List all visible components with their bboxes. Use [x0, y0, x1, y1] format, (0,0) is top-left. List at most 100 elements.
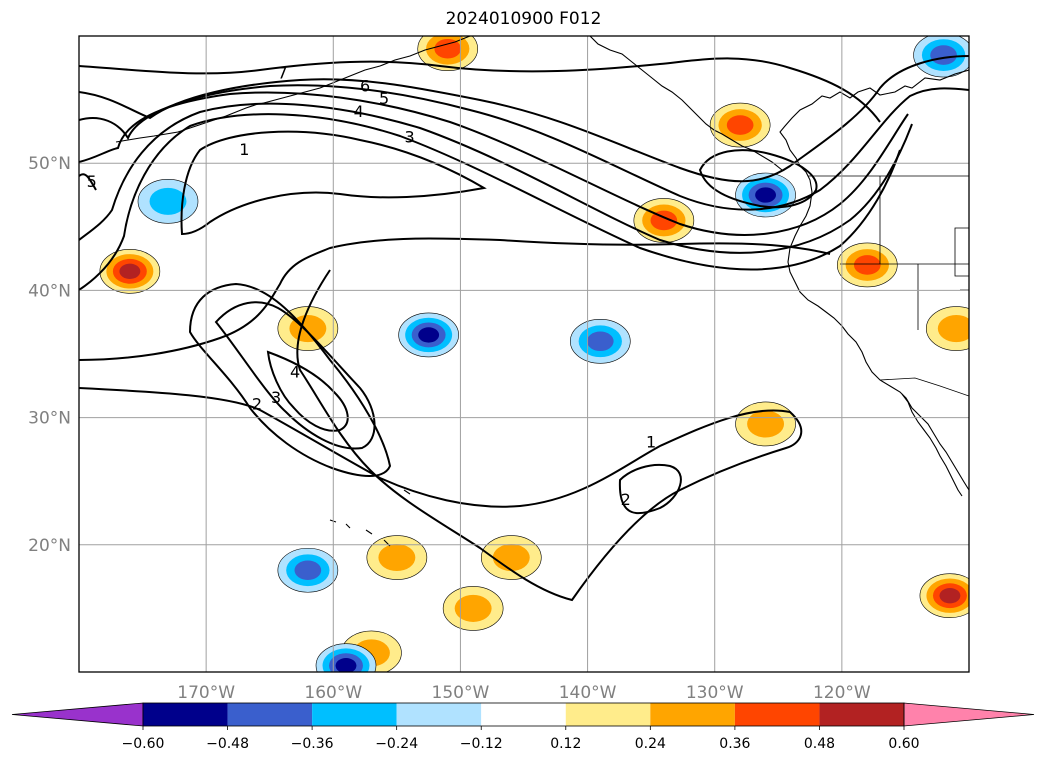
- colorbar-tick-label: −0.60: [122, 736, 165, 752]
- contour-line-4-pacific: [266, 350, 349, 432]
- contour-line-2-small: [618, 464, 682, 515]
- shade-band: [434, 38, 462, 59]
- shaded-region-9: [366, 535, 428, 580]
- shaded-region-3: [633, 198, 695, 243]
- lat-tick-label: 20°N: [28, 536, 71, 556]
- contour-line-1b: [79, 237, 831, 361]
- contour-label: 3: [271, 388, 281, 407]
- shaded-region-6: [836, 242, 898, 288]
- shaded-region-17: [277, 547, 339, 593]
- lat-tick-label: 50°N: [28, 154, 71, 174]
- colorbar-tick-label: 0.36: [719, 736, 750, 752]
- contour-label: 5: [379, 89, 389, 108]
- baja-coastline: [901, 393, 963, 497]
- political-borders: [808, 175, 969, 397]
- lon-tick-label: 150°W: [432, 683, 490, 703]
- lat-tick-label: 40°N: [28, 281, 71, 301]
- gulf-of-alaska-coast: [589, 36, 783, 171]
- shade-band: [335, 657, 357, 672]
- contour-label: 1: [646, 433, 656, 452]
- lat-tick-label: 30°N: [28, 409, 71, 429]
- contour-label: 1: [239, 140, 249, 159]
- colorbar-segment: [481, 703, 566, 726]
- shade-band: [586, 331, 614, 352]
- shade-band: [726, 115, 754, 135]
- colorbar-segment: [143, 703, 228, 726]
- shade-band: [149, 187, 187, 215]
- colorbar-segment: [734, 703, 820, 726]
- shade-band: [939, 588, 961, 604]
- colorbar-tick-label: −0.36: [291, 736, 334, 752]
- us-mexico-border: [879, 377, 969, 397]
- shaded-region-0: [99, 249, 161, 294]
- contour-label: 6: [360, 76, 370, 95]
- colorbar-segment: [312, 703, 397, 726]
- colorbar-tick-label: 0.24: [635, 736, 666, 752]
- shaded-region-10: [442, 586, 504, 631]
- colorbar-tick-label: 0.12: [550, 736, 581, 752]
- aleutian-chain: [115, 103, 259, 143]
- shade-band: [418, 327, 440, 343]
- colorbar-segment: [819, 703, 904, 726]
- colorbar-tick-label: 0.60: [888, 736, 919, 752]
- shaded-region-5: [735, 401, 796, 447]
- colorbar-segment: [227, 703, 313, 726]
- contour-line-7: [79, 57, 881, 123]
- shade-band: [747, 410, 785, 438]
- anomaly-shading: [99, 36, 969, 672]
- axis-tick-labels: 170°W 160°W 150°W 140°W 130°W 120°W 20°N 30°N 40…: [28, 154, 871, 703]
- contour-line-4: [79, 91, 909, 236]
- coastlines: [115, 36, 969, 547]
- contour-label: 4: [290, 363, 300, 382]
- colorbar-tick-label: −0.48: [206, 736, 249, 752]
- shade-band: [650, 210, 678, 231]
- gridlines: [79, 36, 969, 672]
- shade-band: [378, 543, 416, 572]
- colorbar-segment: [565, 703, 651, 726]
- shaded-region-11: [480, 535, 542, 580]
- lon-tick-label: 140°W: [559, 683, 617, 703]
- contour-label: 4: [354, 102, 364, 121]
- contour-lines: [79, 55, 969, 602]
- contour-line-3: [79, 102, 913, 254]
- shaded-region-19: [137, 179, 199, 224]
- shade-band: [294, 560, 322, 581]
- contour-label: 3: [404, 127, 414, 146]
- chart-title: 2024010900 F012: [445, 9, 602, 29]
- lon-tick-label: 170°W: [177, 683, 235, 703]
- lon-tick-label: 160°W: [304, 683, 362, 703]
- shade-band: [119, 263, 141, 279]
- shaded-region-7: [925, 306, 969, 351]
- shaded-region-14: [569, 318, 631, 364]
- colorbar: −0.60 −0.48 −0.36 −0.24 −0.12 0.12 0.24 0.36 0.4…: [11, 702, 1035, 752]
- shaded-region-18: [315, 643, 377, 672]
- colorbar-segment: [396, 703, 482, 726]
- colorbar-segment: [650, 703, 735, 726]
- contour-label: 2: [252, 394, 262, 413]
- contour-label: 5: [87, 172, 97, 191]
- contour-label: 7: [277, 64, 287, 83]
- contour-line-east-1: [698, 149, 818, 209]
- contour-line-5-west: [79, 173, 97, 191]
- colorbar-tick-label: −0.12: [460, 736, 503, 752]
- colorbar-frame: [142, 702, 905, 727]
- contour-line-1c: [79, 269, 803, 602]
- shaded-region-8: [919, 573, 969, 618]
- shade-band: [454, 594, 492, 622]
- shade-band: [937, 315, 969, 343]
- alaska-peninsula: [259, 36, 471, 105]
- shaded-region-4: [709, 102, 771, 148]
- shade-band: [492, 543, 530, 572]
- shade-band: [755, 187, 777, 203]
- contour-line-1a: [180, 130, 487, 236]
- contour-label: 2: [621, 490, 631, 509]
- state-borders: [840, 176, 969, 330]
- colorbar-extend-low: [11, 702, 144, 727]
- colorbar-tick-label: −0.24: [375, 736, 418, 752]
- colorbar-tick-label: 0.48: [804, 736, 835, 752]
- contour-line-2-pacific: [188, 282, 392, 477]
- shaded-region-13: [398, 312, 459, 358]
- colorbar-extend-high: [903, 702, 1035, 727]
